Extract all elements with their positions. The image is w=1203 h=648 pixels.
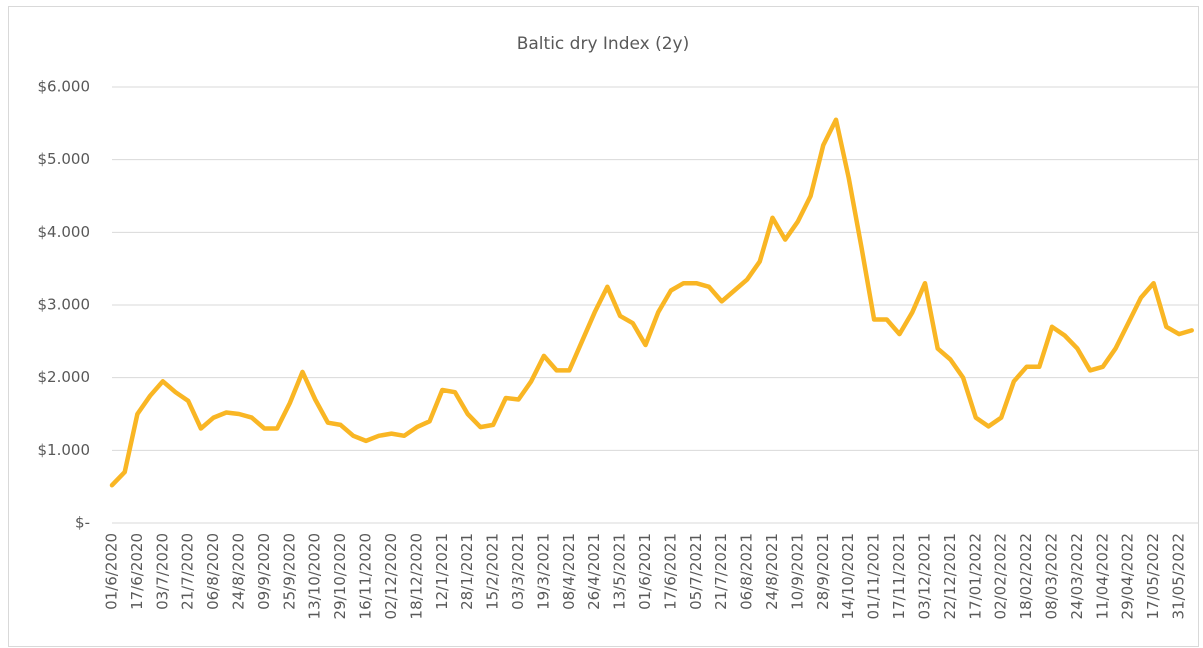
x-tick-label: 05/7/2021 xyxy=(687,533,705,610)
x-tick-label: 13/5/2021 xyxy=(611,533,629,610)
x-tick-label: 08/4/2021 xyxy=(560,533,578,610)
x-tick-label: 01/11/2021 xyxy=(865,533,883,619)
y-tick-label: $4.000 xyxy=(38,223,91,241)
x-tick-label: 03/12/2021 xyxy=(915,533,933,619)
x-tick-label: 18/02/2022 xyxy=(1017,533,1035,619)
x-tick-label: 18/12/2020 xyxy=(407,533,425,619)
chart-border xyxy=(8,6,1199,647)
x-tick-label: 06/8/2021 xyxy=(738,533,756,610)
data-line xyxy=(109,117,1194,488)
x-tick-label: 01/6/2021 xyxy=(636,533,654,610)
x-tick-label: 31/05/2022 xyxy=(1170,533,1188,619)
x-tick-label: 09/9/2020 xyxy=(255,533,273,610)
x-tick-label: 21/7/2021 xyxy=(712,533,730,610)
x-tick-label: 01/6/2020 xyxy=(103,533,121,610)
x-tick-label: 22/12/2021 xyxy=(941,533,959,619)
x-tick-label: 17/01/2022 xyxy=(966,533,984,619)
x-tick-label: 12/1/2021 xyxy=(433,533,451,610)
x-tick-label: 02/12/2020 xyxy=(382,533,400,619)
x-tick-label: 10/9/2021 xyxy=(788,533,806,610)
y-tick-label: $5.000 xyxy=(38,150,91,168)
x-tick-label: 19/3/2021 xyxy=(534,533,552,610)
x-tick-label: 28/1/2021 xyxy=(458,533,476,610)
x-tick-label: 17/6/2021 xyxy=(661,533,679,610)
x-tick-label: 08/03/2022 xyxy=(1042,533,1060,619)
y-tick-label: $3.000 xyxy=(38,296,91,314)
x-tick-label: 24/03/2022 xyxy=(1068,533,1086,619)
x-tick-label: 24/8/2020 xyxy=(230,533,248,610)
x-tick-label: 13/10/2020 xyxy=(306,533,324,619)
x-tick-label: 24/8/2021 xyxy=(763,533,781,610)
x-tick-label: 17/6/2020 xyxy=(128,533,146,610)
x-tick-label: 06/8/2020 xyxy=(204,533,222,610)
x-tick-label: 29/10/2020 xyxy=(331,533,349,619)
x-tick-label: 11/04/2022 xyxy=(1093,533,1111,619)
x-tick-label: 17/11/2021 xyxy=(890,533,908,619)
x-tick-label: 02/02/2022 xyxy=(992,533,1010,619)
x-tick-label: 16/11/2020 xyxy=(357,533,375,619)
y-tick-label: $2.000 xyxy=(38,368,91,386)
x-tick-label: 29/04/2022 xyxy=(1119,533,1137,619)
y-tick-label: $6.000 xyxy=(38,78,91,96)
x-tick-label: 03/3/2021 xyxy=(509,533,527,610)
x-tick-label: 28/9/2021 xyxy=(814,533,832,610)
y-tick-label: $1.000 xyxy=(38,441,91,459)
x-tick-label: 14/10/2021 xyxy=(839,533,857,619)
x-tick-label: 15/2/2021 xyxy=(484,533,502,610)
x-tick-label: 26/4/2021 xyxy=(585,533,603,610)
y-tick-label: $- xyxy=(75,514,90,532)
x-tick-label: 17/05/2022 xyxy=(1144,533,1162,619)
x-tick-label: 25/9/2020 xyxy=(280,533,298,610)
x-tick-label: 21/7/2020 xyxy=(179,533,197,610)
x-tick-label: 03/7/2020 xyxy=(153,533,171,610)
chart-title: Baltic dry Index (2y) xyxy=(517,34,690,54)
